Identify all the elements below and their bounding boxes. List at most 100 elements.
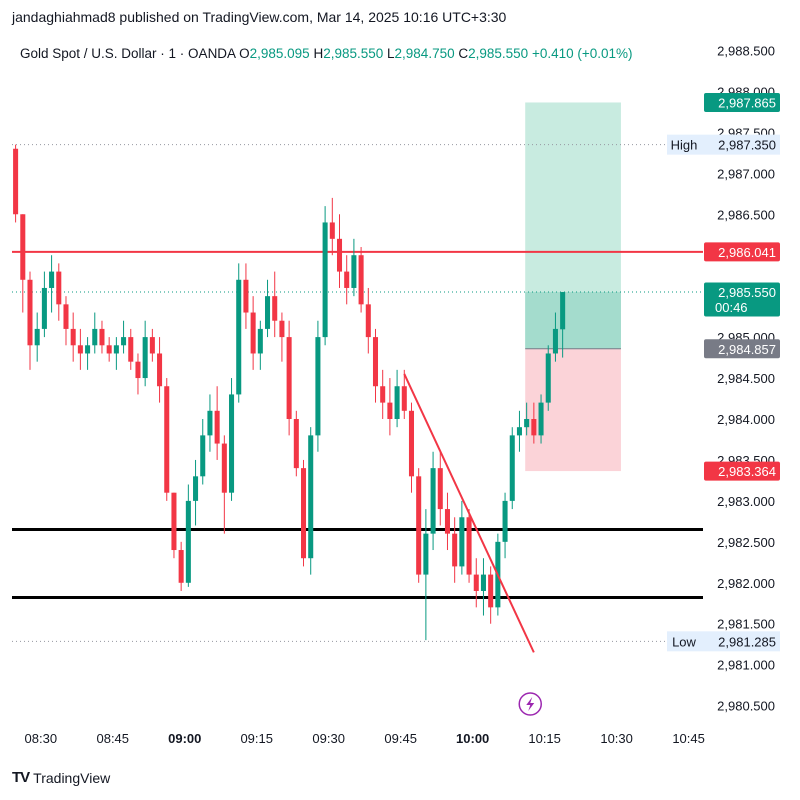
candle[interactable] bbox=[34, 312, 40, 362]
candle[interactable] bbox=[207, 394, 213, 452]
candle-body bbox=[279, 320, 285, 338]
candle[interactable] bbox=[178, 541, 184, 591]
candle[interactable] bbox=[437, 451, 443, 526]
candle[interactable] bbox=[358, 247, 364, 313]
y-tick-label: 2,984.000 bbox=[717, 412, 775, 427]
candle[interactable] bbox=[13, 144, 19, 223]
candle[interactable] bbox=[480, 558, 486, 616]
candle-body bbox=[452, 533, 458, 567]
candle[interactable] bbox=[315, 320, 321, 452]
candle-body bbox=[308, 435, 314, 559]
candle[interactable] bbox=[372, 328, 379, 403]
candle[interactable] bbox=[92, 312, 98, 354]
candle-body bbox=[401, 386, 407, 411]
candle-body bbox=[56, 271, 62, 305]
close-value: 2,985.550 bbox=[468, 46, 529, 61]
candle[interactable] bbox=[77, 328, 83, 370]
candle[interactable] bbox=[149, 328, 155, 362]
candle[interactable] bbox=[365, 287, 371, 354]
trendline[interactable] bbox=[403, 373, 535, 653]
candle[interactable] bbox=[27, 271, 33, 370]
tradingview-logo-icon: TV bbox=[12, 769, 30, 786]
candle[interactable] bbox=[351, 238, 357, 297]
candle[interactable] bbox=[257, 320, 263, 370]
symbol-name[interactable]: Gold Spot / U.S. Dollar · 1 · OANDA bbox=[20, 46, 236, 61]
candle[interactable] bbox=[171, 492, 177, 559]
candle-body bbox=[502, 500, 508, 542]
candle[interactable] bbox=[488, 566, 494, 624]
x-tick-label: 08:45 bbox=[96, 731, 129, 746]
candle[interactable] bbox=[516, 410, 522, 452]
candle[interactable] bbox=[538, 394, 544, 444]
candle[interactable] bbox=[135, 353, 141, 395]
candle[interactable] bbox=[430, 451, 436, 551]
candle[interactable] bbox=[473, 558, 479, 608]
candle[interactable] bbox=[286, 320, 292, 436]
candle[interactable] bbox=[214, 386, 220, 460]
y-tick-label: 2,981.000 bbox=[717, 658, 775, 673]
candle[interactable] bbox=[459, 500, 465, 575]
candle[interactable] bbox=[229, 378, 235, 501]
candle[interactable] bbox=[128, 328, 134, 370]
candle[interactable] bbox=[243, 263, 249, 329]
candle[interactable] bbox=[423, 509, 429, 641]
candle[interactable] bbox=[157, 337, 163, 403]
event-badge[interactable] bbox=[518, 692, 542, 716]
candle-body bbox=[516, 427, 522, 436]
candle[interactable] bbox=[236, 263, 242, 403]
candle[interactable] bbox=[329, 197, 335, 256]
candle[interactable] bbox=[121, 320, 127, 354]
candle[interactable] bbox=[545, 345, 551, 411]
candle[interactable] bbox=[293, 410, 299, 477]
open-profit-fill bbox=[525, 292, 621, 349]
x-tick-label: 10:00 bbox=[456, 731, 489, 746]
candle[interactable] bbox=[552, 312, 558, 362]
candle[interactable] bbox=[272, 271, 278, 338]
candle[interactable] bbox=[444, 492, 450, 551]
candle-body bbox=[99, 328, 105, 346]
candle[interactable] bbox=[193, 459, 199, 526]
candle[interactable] bbox=[466, 509, 472, 583]
candle[interactable] bbox=[85, 337, 91, 370]
candle[interactable] bbox=[502, 492, 508, 559]
candle[interactable] bbox=[336, 214, 343, 288]
candle[interactable] bbox=[250, 296, 256, 370]
candle[interactable] bbox=[41, 271, 47, 338]
candle[interactable] bbox=[113, 337, 119, 370]
candle[interactable] bbox=[164, 378, 170, 501]
candle[interactable] bbox=[380, 369, 386, 419]
candle[interactable] bbox=[560, 292, 566, 358]
candle[interactable] bbox=[509, 427, 515, 510]
entry-price-tag-text: 2,984.857 bbox=[718, 342, 776, 357]
candle[interactable] bbox=[279, 312, 285, 362]
candle[interactable] bbox=[265, 279, 271, 338]
candle[interactable] bbox=[70, 312, 76, 362]
candle[interactable] bbox=[408, 402, 415, 493]
candle-body bbox=[437, 468, 443, 510]
candle[interactable] bbox=[20, 214, 26, 313]
candle[interactable] bbox=[322, 206, 328, 346]
candle[interactable] bbox=[531, 402, 537, 444]
candle[interactable] bbox=[524, 402, 530, 436]
candle[interactable] bbox=[185, 484, 191, 587]
candle[interactable] bbox=[200, 418, 206, 485]
y-tick-label: 2,982.000 bbox=[717, 576, 775, 591]
candle-body bbox=[272, 296, 278, 321]
candle[interactable] bbox=[401, 369, 407, 419]
candle[interactable] bbox=[308, 427, 314, 575]
candle[interactable] bbox=[300, 459, 307, 567]
candle[interactable] bbox=[221, 435, 227, 534]
candle[interactable] bbox=[106, 337, 112, 362]
candle[interactable] bbox=[142, 320, 148, 387]
candle[interactable] bbox=[394, 369, 400, 428]
candle[interactable] bbox=[452, 517, 458, 583]
session-low-tag: Low 2,981.285 bbox=[667, 631, 780, 652]
candle[interactable] bbox=[344, 255, 350, 305]
candle[interactable] bbox=[63, 296, 69, 346]
candle[interactable] bbox=[49, 255, 55, 313]
candle[interactable] bbox=[99, 320, 105, 354]
candle[interactable] bbox=[56, 263, 62, 321]
candle[interactable] bbox=[387, 378, 393, 436]
candle[interactable] bbox=[416, 468, 422, 583]
